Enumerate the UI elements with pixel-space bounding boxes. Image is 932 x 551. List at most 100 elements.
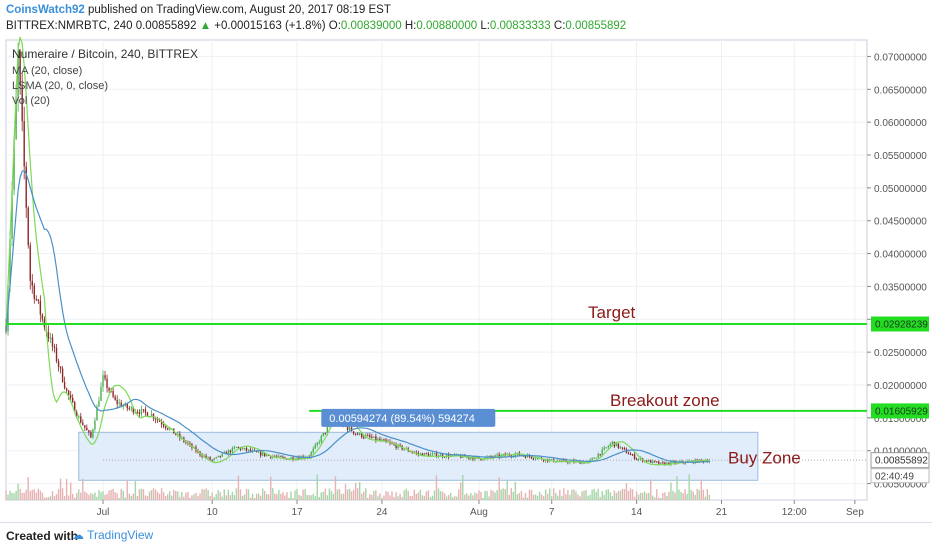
volume-bar — [573, 489, 575, 500]
volume-bar — [47, 496, 50, 500]
volume-bar — [78, 489, 80, 500]
volume-bar — [514, 481, 517, 500]
volume-bar — [363, 491, 365, 500]
volume-bar — [587, 495, 589, 500]
volume-bar — [662, 493, 664, 500]
candle-body — [266, 454, 268, 456]
candle-body — [395, 444, 397, 448]
candle-body — [80, 416, 82, 423]
volume-bar — [80, 492, 82, 500]
volume-bar — [288, 497, 290, 500]
candle-body — [470, 457, 472, 459]
close-value: 0.00855892 — [565, 20, 627, 32]
volume-bar — [536, 495, 539, 500]
price-tags: 0.02928239 0.01605929 0.00855892 02:40:4… — [870, 316, 930, 484]
volume-bar — [282, 492, 284, 500]
volume-bar — [342, 493, 345, 500]
volume-bar — [86, 493, 88, 500]
volume-bar — [546, 493, 549, 500]
candle-body — [59, 366, 62, 369]
volume-bar — [233, 495, 236, 500]
volume-bar — [61, 488, 64, 500]
volume-bar — [496, 490, 498, 500]
volume-bar — [597, 488, 599, 500]
tradingview-logo[interactable]: ☁ TradingView — [72, 528, 153, 542]
y-tick-label: 0.03500000 — [874, 282, 927, 293]
volume-bar — [59, 478, 62, 500]
candle-body — [324, 432, 327, 434]
candle-body — [53, 346, 56, 348]
candle-body — [104, 375, 106, 379]
candle-body — [63, 381, 66, 389]
volume-bar — [241, 495, 244, 500]
x-tick-label: 7 — [549, 507, 555, 518]
author-link[interactable]: CoinsWatch92 — [6, 4, 85, 16]
candle-body — [498, 454, 500, 457]
legend-lsma: LSMA (20, 0, close) — [12, 80, 108, 92]
volume-bar — [358, 482, 361, 500]
volume-bar — [393, 496, 395, 500]
candle-body — [623, 447, 626, 450]
volume-bar — [676, 476, 678, 500]
candle-body — [231, 447, 234, 453]
candle-body — [381, 439, 383, 441]
volume-bar — [156, 491, 159, 500]
time-axis[interactable]: Jul 10 17 24 Aug 7 14 21 12:00 Sep — [97, 500, 865, 518]
volume-bar — [266, 494, 268, 500]
measure-box[interactable] — [321, 408, 496, 427]
breakout-annotation[interactable]: Breakout zone — [610, 391, 720, 410]
volume-bar — [122, 490, 124, 500]
change-text: +0.00015163 (+1.8%) — [214, 20, 326, 32]
volume-bar — [419, 489, 422, 500]
volume-bar — [437, 488, 440, 500]
breakout-price-text: 0.01605929 — [875, 406, 928, 417]
candle-body — [660, 462, 662, 464]
candle-body — [403, 449, 405, 451]
buy-zone-annotation[interactable]: Buy Zone — [728, 448, 801, 467]
volume-bar — [439, 491, 442, 500]
volume-bar — [338, 489, 341, 500]
volume-bar — [146, 495, 149, 500]
high-value: 0.00880000 — [416, 20, 478, 32]
volume-bar — [708, 494, 711, 500]
volume-bar — [346, 489, 349, 500]
volume-bar — [324, 488, 327, 500]
volume-bar — [571, 489, 573, 500]
price-axis[interactable]: 0.07000000 0.06500000 0.06000000 0.05500000… — [867, 52, 927, 491]
candle-body — [581, 462, 583, 464]
candle-body — [670, 461, 672, 465]
candle-body — [35, 298, 38, 300]
volume-bar — [37, 488, 40, 500]
candle-body — [629, 454, 632, 456]
candle-body — [257, 451, 260, 453]
volume-bar — [302, 489, 304, 500]
y-tick-label: 0.04000000 — [874, 250, 927, 261]
volume-bar — [399, 493, 401, 500]
volume-bar — [405, 488, 407, 500]
volume-bar — [82, 479, 84, 500]
volume-bar — [181, 492, 183, 500]
y-tick-label: 0.05500000 — [874, 151, 927, 162]
volume-bar — [603, 494, 605, 500]
measure-tool[interactable]: 0.00594274 (89.54%) 594274 — [321, 408, 496, 427]
volume-bar — [486, 491, 488, 500]
legend-ma: MA (20, close) — [12, 65, 82, 77]
volume-bar — [492, 490, 494, 500]
volume-bar — [45, 497, 48, 500]
volume-bar — [557, 495, 559, 500]
price-chart[interactable]: 0.00594274 (89.54%) 594274 Target Breako… — [0, 36, 932, 522]
volume-bar — [120, 488, 122, 500]
volume-bar — [427, 490, 430, 500]
volume-bar — [203, 489, 205, 500]
volume-bar — [688, 474, 690, 500]
high-label: H: — [404, 20, 417, 32]
candle-body — [19, 51, 21, 86]
volume-bar — [118, 497, 120, 500]
volume-bar — [668, 491, 670, 500]
candle-body — [607, 446, 610, 448]
candle-body — [126, 403, 128, 409]
volume-bar — [385, 491, 387, 500]
plot-frame — [5, 39, 868, 501]
volume-bar — [625, 483, 628, 500]
target-annotation[interactable]: Target — [588, 303, 636, 322]
